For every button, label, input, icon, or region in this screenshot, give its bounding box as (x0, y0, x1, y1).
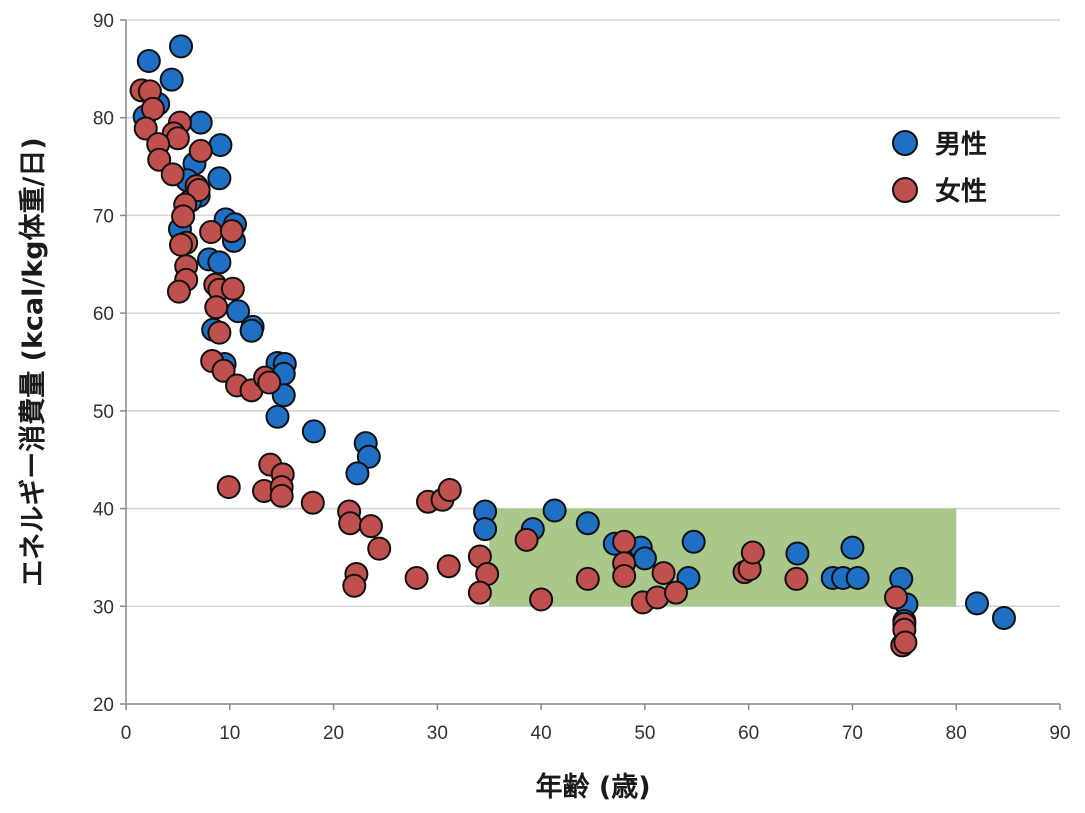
y-tick-label: 40 (93, 500, 114, 521)
x-tick-label: 60 (738, 723, 759, 744)
data-point-male (301, 419, 326, 444)
data-point-female (207, 320, 232, 345)
data-point-female (338, 511, 363, 536)
data-point-male (188, 110, 213, 135)
data-point-female (171, 204, 196, 229)
axes: 20 30 40 50 60 70 80 90 0 10 20 30 40 50 60 70 80 90 (93, 11, 1071, 744)
y-axis-title: エネルギー消費量 (kcal/kg体重/日) (18, 137, 49, 587)
y-tick-label: 90 (93, 11, 114, 32)
x-axis-title: 年齢 (歳) (535, 771, 650, 803)
data-point-male (964, 591, 989, 616)
data-point-female (437, 478, 462, 503)
data-point-male (473, 517, 498, 542)
y-tick-label: 80 (93, 109, 114, 130)
data-point-female (884, 585, 909, 610)
data-point-female (651, 561, 676, 586)
data-point-female (220, 276, 245, 301)
data-point-female (358, 514, 383, 539)
data-point-male (991, 606, 1016, 631)
data-point-male (207, 166, 232, 191)
data-point-female (784, 566, 809, 591)
data-point-female (204, 295, 229, 320)
y-tick-label: 70 (93, 206, 114, 227)
x-tick-label: 40 (531, 723, 552, 744)
data-point-male (840, 535, 865, 560)
data-point-female (342, 573, 367, 598)
data-point-female (165, 126, 190, 151)
data-point-male (542, 498, 567, 523)
data-point-male (845, 565, 870, 590)
x-tick-label: 10 (219, 723, 240, 744)
x-tick-label: 90 (1049, 723, 1070, 744)
data-points (129, 34, 1016, 658)
legend-label-male: 男性 (935, 130, 987, 160)
data-point-female (186, 178, 211, 203)
data-point-male (208, 133, 233, 158)
data-point-male (239, 318, 264, 343)
data-point-male (785, 541, 810, 566)
legend-marker-male (892, 130, 918, 156)
x-tick-label: 50 (634, 723, 655, 744)
data-point-female (467, 580, 492, 605)
data-point-male (356, 444, 381, 469)
data-point-male (159, 67, 184, 92)
legend-marker-female (892, 177, 918, 203)
data-point-female (147, 147, 172, 172)
data-point-male (632, 546, 657, 571)
x-tick-label: 0 (121, 723, 132, 744)
legend-label-female: 女性 (935, 176, 987, 207)
data-point-female (575, 566, 600, 591)
x-tick-label: 80 (946, 723, 967, 744)
data-point-male (207, 250, 232, 275)
data-point-female (740, 540, 765, 565)
data-point-female (160, 162, 185, 187)
data-point-female (199, 220, 224, 245)
data-point-female (893, 630, 918, 655)
data-point-female (133, 116, 158, 141)
data-point-female (404, 565, 429, 590)
data-point-male (136, 49, 161, 74)
data-point-female (514, 527, 539, 552)
data-point-female (216, 475, 241, 500)
y-tick-label: 60 (93, 304, 114, 325)
data-point-male (345, 461, 370, 486)
data-point-male (169, 34, 194, 59)
data-point-female (211, 358, 236, 383)
legend: 男性 女性 (892, 130, 987, 207)
data-point-female (612, 529, 637, 554)
x-tick-label: 30 (427, 723, 448, 744)
data-point-male (575, 511, 600, 536)
highlight-region (489, 508, 957, 607)
data-point-female (664, 580, 689, 605)
data-point-female (219, 219, 244, 244)
data-point-female (269, 483, 294, 508)
y-tick-label: 50 (93, 402, 114, 423)
data-point-female (257, 370, 282, 395)
data-point-female (169, 232, 194, 257)
data-point-male (265, 404, 290, 429)
data-point-female (367, 536, 392, 561)
x-tick-label: 20 (323, 723, 344, 744)
data-point-female (188, 138, 213, 163)
data-point-female (436, 554, 461, 579)
data-point-female (300, 490, 325, 515)
y-tick-label: 20 (93, 695, 114, 716)
data-point-female (529, 587, 554, 612)
data-point-male (681, 529, 706, 554)
x-tick-label: 70 (842, 723, 863, 744)
data-point-female (166, 279, 191, 304)
y-tick-label: 30 (93, 597, 114, 618)
data-point-female (612, 563, 637, 588)
